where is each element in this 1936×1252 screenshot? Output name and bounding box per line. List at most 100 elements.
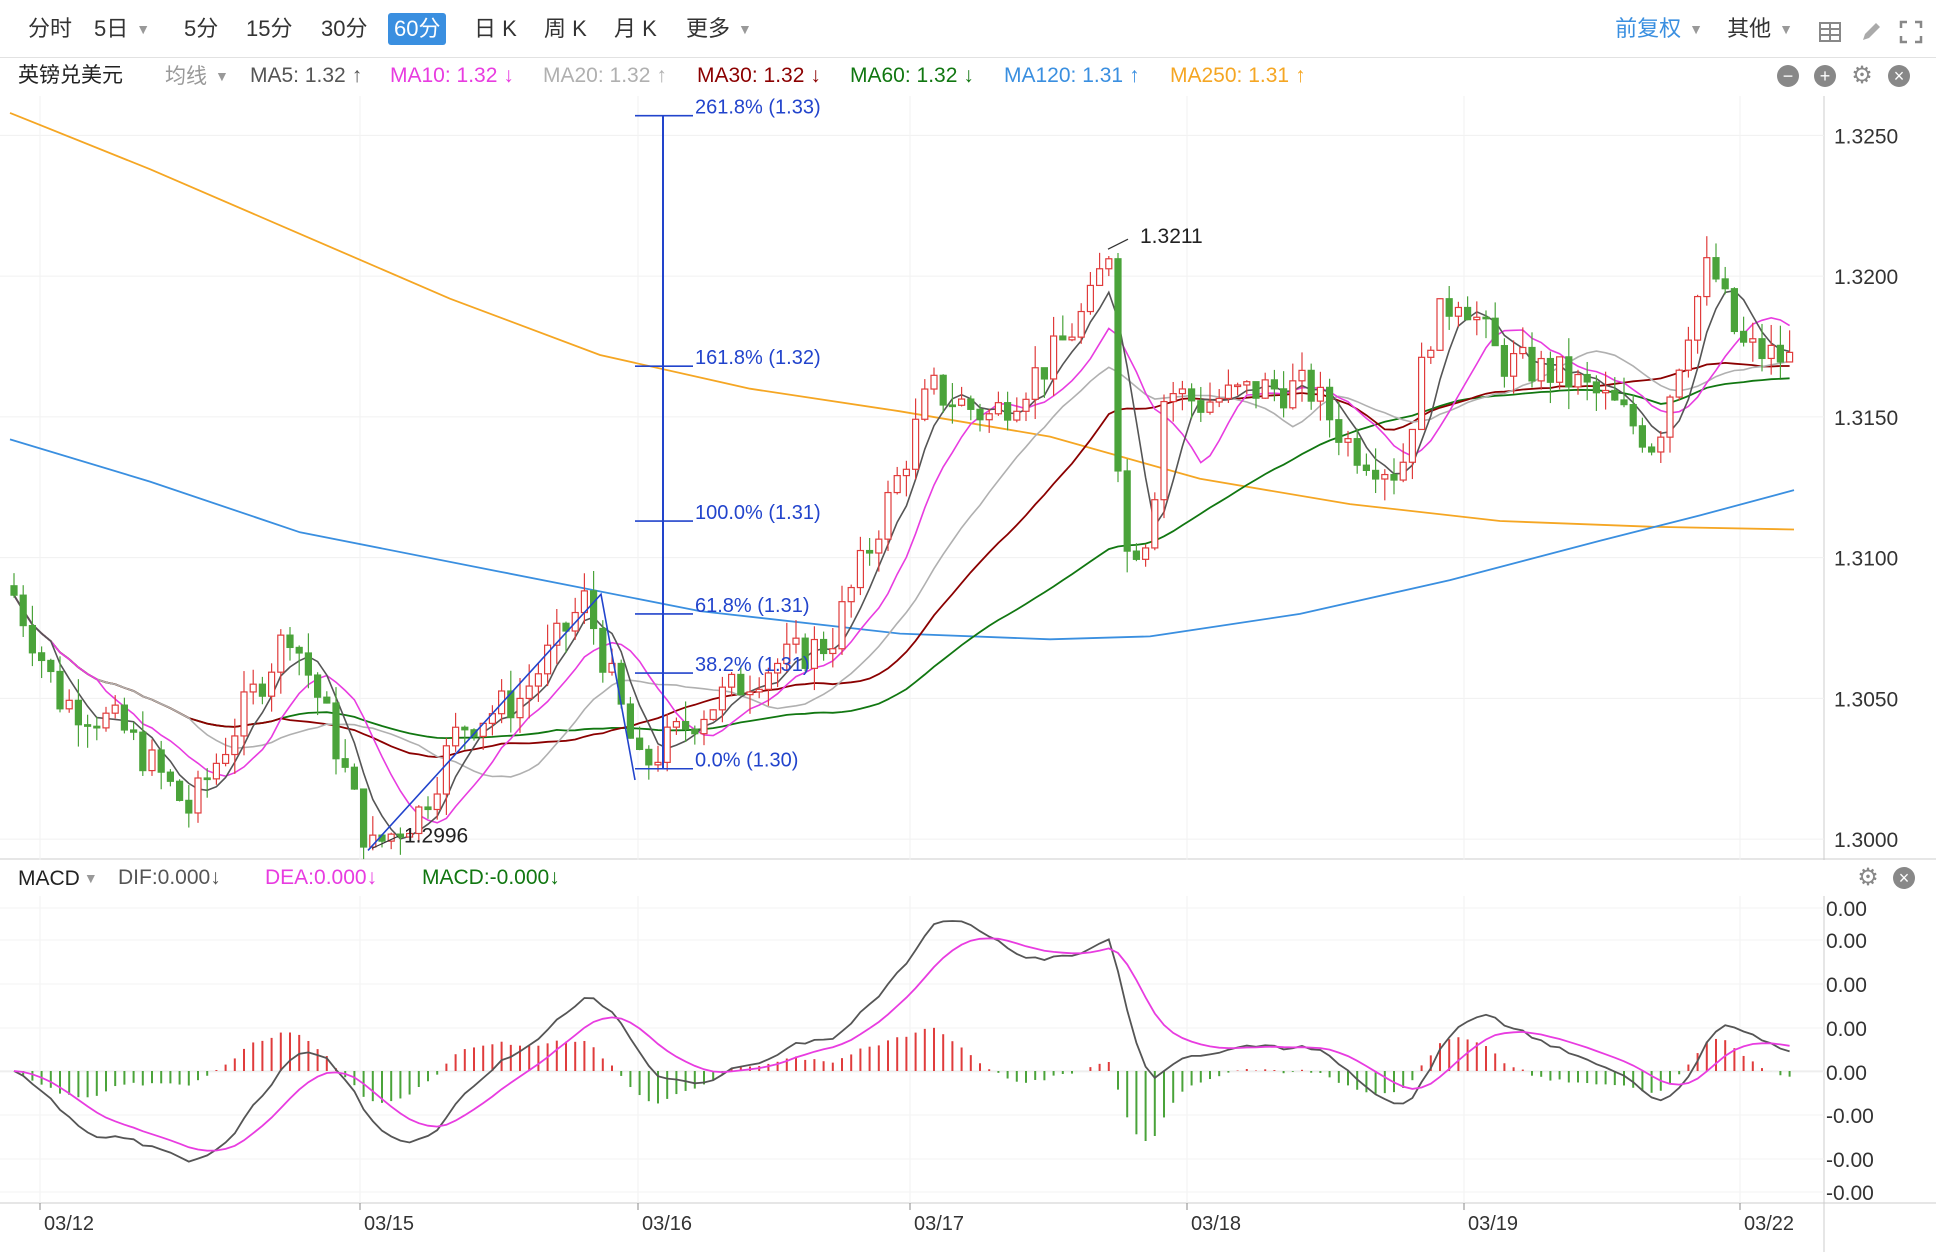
- candle: [1785, 330, 1794, 363]
- chevron-down-icon: ▼: [83, 870, 98, 886]
- candle: [350, 763, 358, 790]
- candle: [976, 403, 984, 432]
- fullscreen-icon[interactable]: [1898, 19, 1924, 45]
- timeframe-tab-9[interactable]: 更多 ▼: [680, 13, 758, 45]
- candle: [102, 706, 110, 732]
- candle: [1362, 453, 1371, 476]
- candle: [829, 628, 837, 668]
- x-tick-label: 03/22: [1744, 1213, 1794, 1235]
- fibonacci-tool[interactable]: 261.8% (1.33) 161.8% (1.32) 100.0% (1.31) 6…: [367, 97, 821, 851]
- ma-type-select[interactable]: 均线 ▼: [165, 58, 229, 95]
- x-tick-label: 03/16: [642, 1213, 692, 1235]
- candle: [176, 779, 184, 802]
- ma-legend-text: MA10: 1.32: [390, 64, 498, 87]
- candle: [1482, 310, 1490, 339]
- candle: [709, 709, 717, 721]
- timeframe-tab-4[interactable]: 30分: [315, 13, 373, 45]
- candle: [231, 718, 239, 774]
- timeframe-toolbar: 分时 5日 ▼ 5分 15分 30分 60分 日 K 周 K 月 K 更多 ▼ 前复权 ▼ 其他 ▼: [0, 0, 1936, 58]
- time-axis: 03/12 03/15 03/16 03/17 03/18 03/19 03/22: [44, 1213, 1794, 1235]
- candle: [1749, 322, 1757, 362]
- candle: [1003, 391, 1012, 431]
- ma30-line: [13, 361, 1790, 759]
- macd-legend-item-1: DEA:0.000↓: [265, 860, 377, 896]
- candle: [332, 687, 340, 775]
- x-tick-label: 03/15: [364, 1213, 414, 1235]
- candle: [1353, 428, 1361, 474]
- timeframe-tab-6[interactable]: 日 K: [468, 13, 523, 45]
- candle: [801, 633, 809, 672]
- timeframe-tab-1[interactable]: 5日 ▼: [88, 13, 156, 45]
- candle: [838, 585, 846, 655]
- candle: [1739, 316, 1748, 347]
- candle: [74, 679, 83, 747]
- close-icon[interactable]: ×: [1888, 65, 1910, 87]
- timeframe-tab-2[interactable]: 5分: [178, 13, 224, 45]
- ma-legend-text: MA30: 1.32: [697, 64, 805, 87]
- chevron-down-icon: ▼: [738, 21, 752, 37]
- candle: [10, 573, 18, 598]
- candle: [1178, 380, 1187, 411]
- fib-trend-line: [367, 592, 636, 851]
- candle: [1721, 266, 1729, 295]
- timeframe-tab-0[interactable]: 分时: [22, 13, 78, 45]
- timeframe-label: 5分: [184, 16, 219, 41]
- candle: [1445, 285, 1453, 330]
- candle: [1233, 382, 1242, 396]
- candle: [1316, 371, 1325, 421]
- candle: [1141, 544, 1150, 567]
- close-icon[interactable]: ×: [1893, 867, 1915, 889]
- gear-icon[interactable]: ⚙: [1857, 864, 1879, 891]
- timeframe-tab-8[interactable]: 月 K: [608, 13, 663, 45]
- ma-legend-text: MA60: 1.32: [850, 64, 958, 87]
- candle: [737, 665, 745, 696]
- macd-legend-text: MACD:-0.000: [422, 866, 550, 889]
- grid-icon[interactable]: [1817, 19, 1843, 45]
- candle: [1555, 356, 1564, 390]
- macd-chart[interactable]: 0.00 0.00 0.00 0.00 0.00 -0.00 -0.00 -0.00 03/1…: [0, 896, 1936, 1252]
- candle: [1454, 301, 1463, 327]
- candle: [1647, 443, 1656, 456]
- trend-arrow-icon: ↓: [503, 64, 514, 87]
- candle: [1105, 256, 1113, 277]
- candle: [1307, 363, 1315, 410]
- candle: [1022, 392, 1030, 422]
- macd-legend-item-0: DIF:0.000↓: [118, 860, 221, 896]
- macd-select[interactable]: MACD ▼: [18, 860, 98, 897]
- candle: [341, 739, 349, 773]
- candle: [792, 620, 800, 654]
- adjust-select[interactable]: 前复权 ▼: [1615, 16, 1709, 41]
- candle: [1252, 381, 1260, 409]
- other-select[interactable]: 其他 ▼: [1727, 16, 1799, 41]
- candle: [1620, 377, 1628, 408]
- candlestick-chart[interactable]: 261.8% (1.33) 161.8% (1.32) 100.0% (1.31) 6…: [0, 96, 1936, 860]
- candle: [1224, 369, 1233, 403]
- candle: [65, 689, 73, 713]
- price-annotations: 1.3211 1.2996: [371, 225, 1203, 849]
- candle: [1270, 369, 1279, 402]
- timeframe-tab-3[interactable]: 15分: [240, 13, 298, 45]
- gear-icon[interactable]: ⚙: [1851, 62, 1873, 89]
- macd-y-tick-label: 0.00: [1826, 1018, 1867, 1041]
- pen-icon[interactable]: [1858, 19, 1884, 45]
- timeframe-tab-5[interactable]: 60分: [388, 13, 447, 45]
- candle: [1519, 327, 1527, 359]
- candle: [1206, 382, 1214, 415]
- candle: [139, 711, 147, 776]
- ma-legend-item-1: MA10: 1.32 ↓: [390, 58, 514, 94]
- trend-arrow-icon: ↑: [1295, 64, 1306, 87]
- timeframe-label: 周 K: [544, 16, 587, 41]
- symbol-name: 英镑兑美元: [18, 64, 123, 87]
- candle: [1703, 236, 1711, 306]
- minus-icon[interactable]: −: [1777, 65, 1799, 87]
- plus-icon[interactable]: +: [1814, 65, 1836, 87]
- candle: [875, 530, 883, 572]
- candle: [1344, 430, 1352, 457]
- candle: [783, 622, 791, 673]
- candle: [1132, 543, 1141, 562]
- candle: [939, 374, 947, 413]
- x-tick-label: 03/18: [1191, 1213, 1241, 1235]
- timeframe-tab-7[interactable]: 周 K: [538, 13, 593, 45]
- annotation-arrow-icon: [371, 835, 399, 849]
- candle: [764, 667, 773, 706]
